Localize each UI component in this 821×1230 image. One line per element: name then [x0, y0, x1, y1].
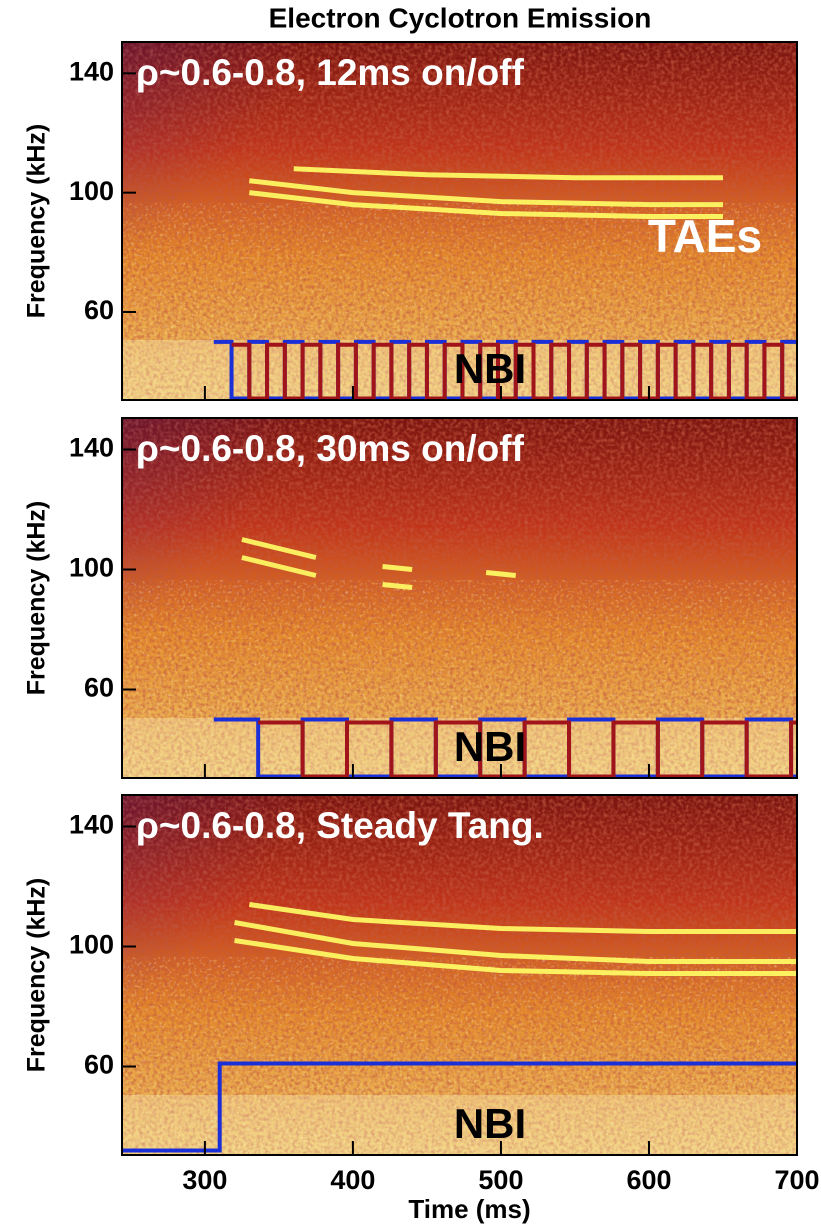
panel: 60 100 140 300 400 500 600 700 Frequency (kHz) Ti…	[23, 794, 820, 1224]
mode-line	[249, 178, 723, 208]
panel-label: ρ~0.6-0.8, Steady Tang.	[136, 805, 544, 846]
mode-line	[241, 537, 317, 560]
panel-label: ρ~0.6-0.8, 12ms on/off	[136, 52, 525, 93]
plot-area	[122, 42, 797, 400]
mode-line	[241, 555, 317, 578]
y-axis-label: Frequency (kHz)	[23, 878, 51, 1072]
mode-line	[293, 166, 723, 181]
x-axis-label: Time (ms)	[408, 1194, 530, 1224]
x-tick-label: 700	[774, 1165, 819, 1195]
mode-line	[248, 902, 797, 934]
x-tick-label: 500	[478, 1165, 523, 1195]
annotation: NBI	[454, 345, 526, 392]
y-tick-label: 140	[69, 56, 114, 86]
y-tick-label: 140	[69, 810, 114, 840]
annotation: NBI	[454, 1100, 526, 1147]
x-tick-label: 300	[182, 1165, 227, 1195]
y-tick-label: 100	[69, 553, 114, 583]
frame	[121, 41, 798, 401]
low-signal	[122, 418, 382, 718]
panel: 60 100 140 Frequency (kHz) Electron Cyclotro…	[23, 2, 798, 401]
nbi-waveform	[213, 339, 797, 400]
panel: 60 100 140 Frequency (kHz) ρ~0.6-0.8, 30ms o…	[23, 417, 798, 779]
y-tick-label: 140	[69, 433, 114, 463]
mode-line	[234, 920, 797, 964]
mode-line	[249, 190, 723, 220]
nbi-waveform	[231, 342, 797, 400]
y-axis-label: Frequency (kHz)	[23, 124, 51, 318]
frame	[121, 794, 798, 1156]
plot-area	[122, 795, 797, 1155]
mode-line	[234, 938, 797, 976]
x-tick-label: 600	[626, 1165, 671, 1195]
mode-line	[382, 564, 413, 572]
y-tick-label: 100	[69, 176, 114, 206]
panel-label: ρ~0.6-0.8, 30ms on/off	[136, 428, 525, 469]
nbi-shade	[122, 718, 797, 778]
y-tick-label: 60	[84, 1050, 114, 1080]
nbi-shade	[122, 1095, 797, 1155]
annotation: NBI	[454, 723, 526, 770]
y-tick-label: 60	[84, 673, 114, 703]
mode-line	[382, 582, 413, 590]
frame	[121, 417, 798, 779]
y-tick-label: 100	[69, 930, 114, 960]
annotation: TAEs	[648, 210, 762, 262]
x-tick-label: 400	[330, 1165, 375, 1195]
nbi-waveform	[122, 1061, 797, 1153]
plot-area	[122, 418, 797, 778]
nbi-shade	[122, 340, 797, 400]
chart-title: Electron Cyclotron Emission	[269, 2, 652, 33]
y-axis-label: Frequency (kHz)	[23, 501, 51, 695]
nbi-waveform	[258, 720, 797, 778]
y-tick-label: 60	[84, 295, 114, 325]
mode-line	[485, 570, 517, 578]
